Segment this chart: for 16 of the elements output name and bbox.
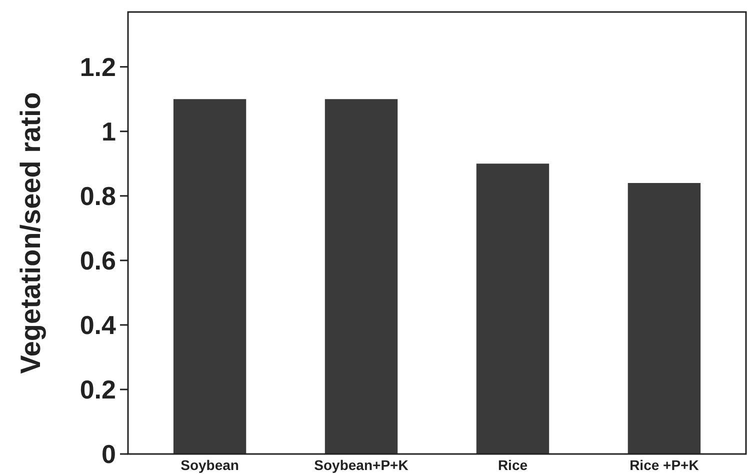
x-tick-label: Soybean+P+K [314,457,408,473]
y-tick-label: 0.4 [80,310,117,340]
y-tick-label: 1 [102,116,116,146]
bar [476,164,550,454]
bar [173,99,246,454]
y-tick-label: 0.8 [80,181,116,211]
x-tick-label: Rice [498,457,528,473]
y-tick-label: 0 [102,439,116,470]
bar [628,182,701,454]
y-axis-title: Vegetation/seed ratio [15,92,46,374]
bar [324,99,398,454]
x-tick-label: Soybean [180,457,239,473]
x-tick-label: Rice +P+K [630,457,699,473]
y-tick-label: 0.6 [80,246,116,276]
y-tick-label: 0.2 [80,374,116,405]
y-tick-label: 1.2 [80,52,116,82]
